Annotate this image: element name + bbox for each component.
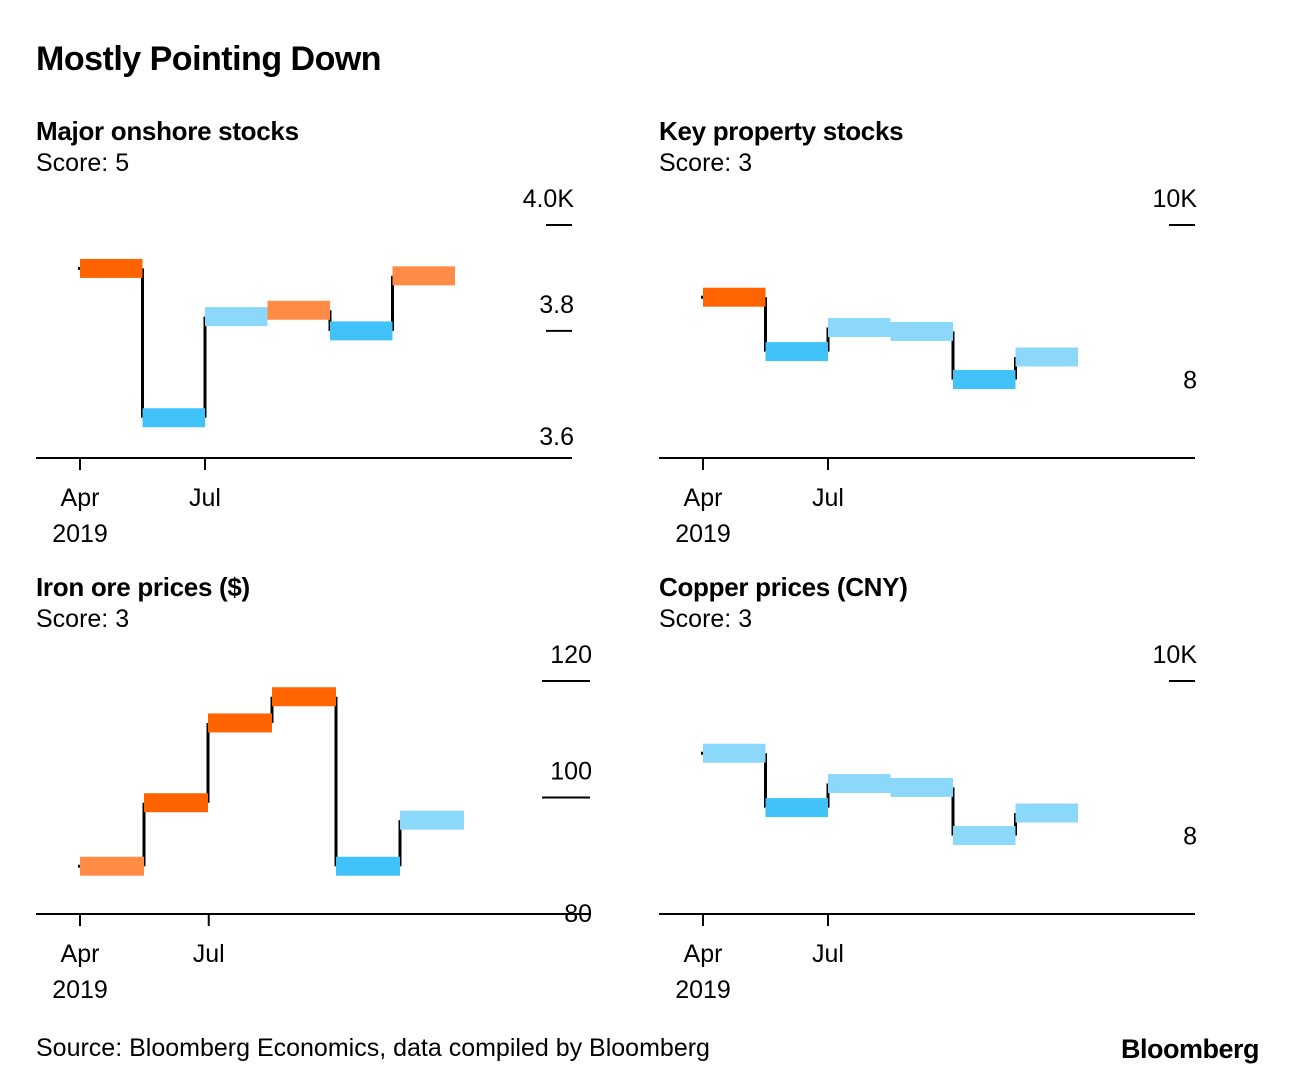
bar-1: [144, 793, 208, 813]
main-title: Mostly Pointing Down: [36, 40, 382, 78]
x-tick-sublabel: 2019: [675, 520, 731, 548]
y-tick-label: 3.6: [539, 423, 574, 451]
chart-score: Score: 5: [36, 149, 130, 177]
bar-3: [267, 300, 330, 320]
bar-0: [80, 856, 144, 876]
chart-score: Score: 3: [36, 605, 130, 633]
bar-4: [953, 826, 1016, 846]
bar-0: [703, 743, 766, 763]
x-tick-label: Apr: [61, 940, 100, 968]
chart-plot: 8 10K Apr 2019 Jul: [659, 641, 1198, 1004]
x-tick-sublabel: 2019: [52, 976, 108, 1004]
y-tick-label: 100: [550, 758, 592, 786]
y-tick-label: 8: [1183, 366, 1197, 394]
x-tick-label: Apr: [61, 484, 100, 512]
bar-3: [272, 687, 336, 707]
chart-plot: 3.6 3.8 4.0K Apr 2019 Jul: [36, 185, 575, 548]
bar-0: [80, 258, 143, 278]
y-tick-label: 120: [550, 641, 592, 669]
y-tick-label: 3.8: [539, 291, 574, 319]
chart-panel-iron-ore: Iron ore prices ($) Score: 3 80 100 120 Apr…: [36, 572, 636, 1012]
y-tick-label: 10K: [1153, 641, 1198, 669]
bar-3: [890, 777, 953, 797]
chart-panel-property-stocks: Key property stocks Score: 3 8 10K Apr 2019…: [659, 116, 1259, 556]
bar-2: [205, 307, 268, 327]
bar-4: [330, 321, 393, 341]
bar-0: [703, 287, 766, 307]
chart-title: Key property stocks: [659, 116, 904, 146]
x-tick-label: Apr: [684, 940, 723, 968]
bar-4: [336, 856, 400, 876]
bar-1: [765, 342, 828, 362]
x-tick-label: Jul: [189, 484, 221, 512]
bar-3: [890, 321, 953, 341]
chart-plot: 8 10K Apr 2019 Jul: [659, 185, 1198, 548]
x-tick-label: Apr: [684, 484, 723, 512]
bar-2: [828, 318, 891, 338]
bloomberg-logo: Bloomberg: [1121, 1034, 1260, 1064]
bar-5: [392, 266, 455, 286]
x-tick-sublabel: 2019: [52, 520, 108, 548]
y-tick-label: 8: [1183, 822, 1197, 850]
chart-title: Major onshore stocks: [36, 116, 299, 146]
chart-panel-copper: Copper prices (CNY) Score: 3 8 10K Apr 2019…: [659, 572, 1259, 1012]
chart-title: Iron ore prices ($): [36, 572, 250, 602]
bar-5: [400, 810, 464, 830]
bar-2: [208, 713, 272, 733]
x-tick-label: Jul: [812, 940, 844, 968]
source-note: Source: Bloomberg Economics, data compil…: [36, 1034, 710, 1062]
bar-5: [1015, 803, 1078, 823]
chart-title: Copper prices (CNY): [659, 572, 908, 602]
bar-1: [765, 798, 828, 818]
x-tick-label: Jul: [193, 940, 225, 968]
bar-2: [828, 774, 891, 794]
chart-score: Score: 3: [659, 149, 753, 177]
x-tick-sublabel: 2019: [675, 976, 731, 1004]
x-tick-label: Jul: [812, 484, 844, 512]
bar-4: [953, 370, 1016, 390]
bar-1: [142, 408, 205, 428]
bar-5: [1015, 347, 1078, 367]
y-tick-label: 4.0K: [523, 185, 575, 213]
y-tick-label: 10K: [1153, 185, 1198, 213]
chart-score: Score: 3: [659, 605, 753, 633]
chart-panel-onshore-stocks: Major onshore stocks Score: 5 3.6 3.8 4.0K…: [36, 116, 636, 556]
